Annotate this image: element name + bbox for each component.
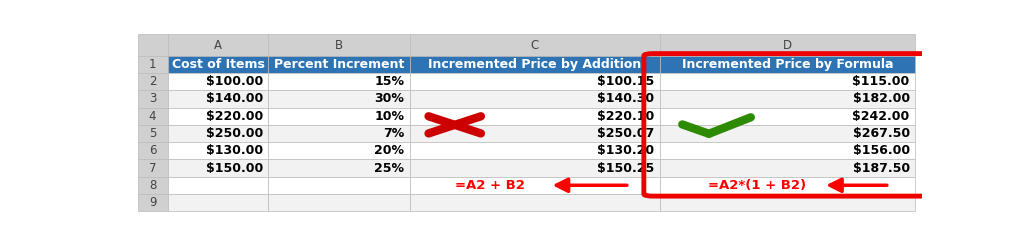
Text: 7: 7: [148, 161, 157, 174]
Text: 9: 9: [148, 196, 157, 209]
Text: $130.20: $130.20: [597, 144, 654, 157]
Bar: [137, 194, 168, 211]
Text: Percent Increment: Percent Increment: [273, 58, 404, 71]
Bar: [268, 177, 410, 194]
Bar: [410, 177, 659, 194]
Text: $242.00: $242.00: [852, 110, 909, 123]
Text: Incremented Price by Formula: Incremented Price by Formula: [682, 58, 893, 71]
Text: $150.00: $150.00: [206, 161, 263, 174]
Text: $150.25: $150.25: [597, 161, 654, 174]
Bar: [410, 159, 659, 177]
Text: $182.00: $182.00: [853, 93, 909, 106]
Text: 15%: 15%: [374, 75, 404, 88]
Bar: [268, 56, 410, 73]
Bar: [268, 159, 410, 177]
Bar: [137, 56, 168, 73]
Text: Cost of Items: Cost of Items: [172, 58, 264, 71]
Bar: [410, 73, 659, 90]
Text: C: C: [530, 39, 539, 52]
Bar: [168, 90, 268, 107]
Text: Incremented Price by Addition: Incremented Price by Addition: [428, 58, 641, 71]
Text: 3: 3: [148, 93, 157, 106]
Bar: [659, 107, 915, 125]
Bar: [137, 125, 168, 142]
Text: $100.15: $100.15: [597, 75, 654, 88]
Bar: [659, 142, 915, 159]
Text: 8: 8: [148, 179, 157, 192]
Text: $250.07: $250.07: [597, 127, 654, 140]
Bar: [659, 194, 915, 211]
Bar: [410, 194, 659, 211]
Bar: [659, 159, 915, 177]
Text: 30%: 30%: [375, 93, 404, 106]
Bar: [168, 194, 268, 211]
Bar: [659, 177, 915, 194]
Bar: [659, 125, 915, 142]
Bar: [659, 56, 915, 73]
Text: B: B: [335, 39, 343, 52]
Text: $100.00: $100.00: [206, 75, 263, 88]
Bar: [137, 159, 168, 177]
Bar: [659, 73, 915, 90]
Bar: [168, 125, 268, 142]
Text: 25%: 25%: [374, 161, 404, 174]
Text: $140.00: $140.00: [206, 93, 263, 106]
Text: $250.00: $250.00: [206, 127, 263, 140]
Bar: [410, 142, 659, 159]
Bar: [268, 90, 410, 107]
Bar: [137, 34, 168, 56]
Bar: [659, 34, 915, 56]
Bar: [168, 142, 268, 159]
Bar: [168, 159, 268, 177]
Bar: [137, 73, 168, 90]
Text: 6: 6: [148, 144, 157, 157]
Text: $156.00: $156.00: [853, 144, 909, 157]
Text: 20%: 20%: [374, 144, 404, 157]
Bar: [410, 107, 659, 125]
Bar: [137, 142, 168, 159]
Text: A: A: [214, 39, 222, 52]
Text: D: D: [783, 39, 792, 52]
Bar: [410, 56, 659, 73]
Bar: [168, 73, 268, 90]
Bar: [168, 34, 268, 56]
Bar: [268, 34, 410, 56]
Text: 10%: 10%: [374, 110, 404, 123]
Text: 2: 2: [148, 75, 157, 88]
Bar: [137, 177, 168, 194]
Text: 5: 5: [148, 127, 157, 140]
Text: 4: 4: [148, 110, 157, 123]
Text: 7%: 7%: [383, 127, 404, 140]
Bar: [268, 125, 410, 142]
Bar: [659, 90, 915, 107]
Bar: [168, 177, 268, 194]
Bar: [268, 142, 410, 159]
Bar: [168, 107, 268, 125]
Text: $130.00: $130.00: [206, 144, 263, 157]
Text: =A2*(1 + B2): =A2*(1 + B2): [708, 179, 806, 192]
Bar: [137, 107, 168, 125]
Text: 1: 1: [148, 58, 157, 71]
Text: $115.00: $115.00: [852, 75, 909, 88]
Bar: [410, 125, 659, 142]
Text: =A2 + B2: =A2 + B2: [455, 179, 524, 192]
Text: $220.10: $220.10: [597, 110, 654, 123]
Text: $267.50: $267.50: [853, 127, 909, 140]
Text: $187.50: $187.50: [853, 161, 909, 174]
Bar: [137, 90, 168, 107]
Text: $220.00: $220.00: [206, 110, 263, 123]
Text: $140.30: $140.30: [597, 93, 654, 106]
Bar: [268, 194, 410, 211]
Bar: [168, 56, 268, 73]
Bar: [410, 90, 659, 107]
Bar: [268, 73, 410, 90]
Bar: [268, 107, 410, 125]
Bar: [410, 34, 659, 56]
